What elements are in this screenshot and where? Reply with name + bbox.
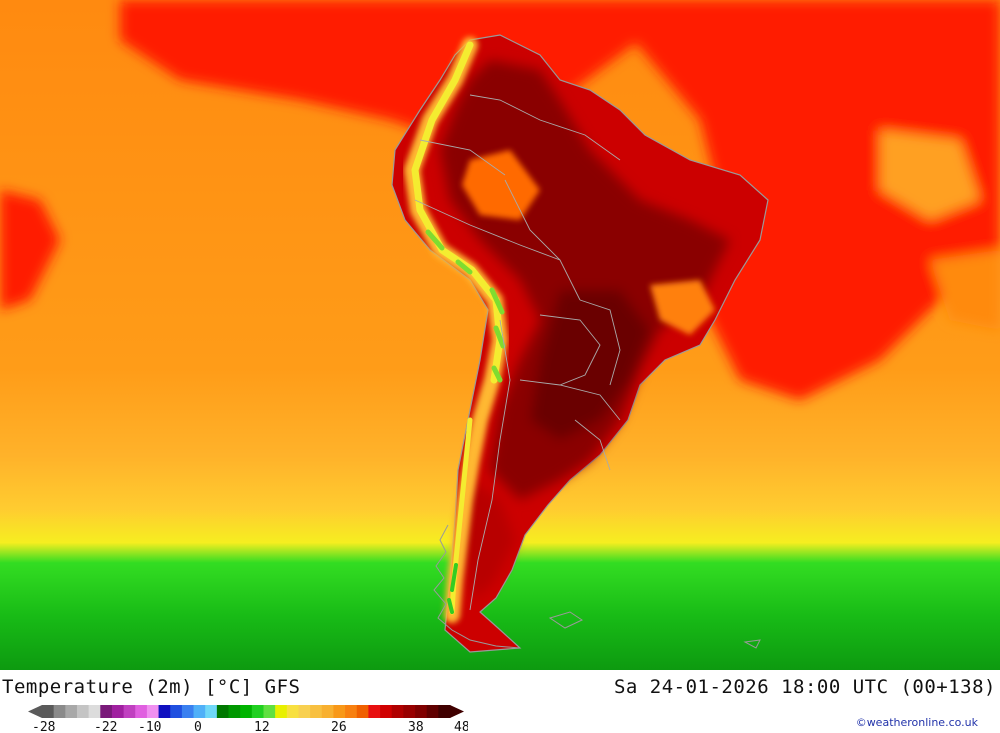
legend-swatch <box>88 705 101 718</box>
legend-ticks: -28 -22 -10 0 12 26 38 48 <box>32 720 468 731</box>
legend-swatches <box>28 705 464 718</box>
legend-swatch <box>403 705 416 718</box>
legend-tick-label: 48 <box>454 720 468 731</box>
legend-swatch <box>76 705 90 718</box>
legend-swatch <box>193 705 206 718</box>
legend-swatch <box>286 705 299 718</box>
copyright-notice: ©weatheronline.co.uk <box>855 716 978 729</box>
map-title: Temperature (2m) [°C] GFS <box>2 676 301 698</box>
legend-swatch <box>333 705 346 718</box>
legend-swatch <box>216 705 229 718</box>
legend-swatch <box>53 705 66 718</box>
legend-swatch <box>158 705 171 718</box>
legend-swatch <box>298 705 311 718</box>
legend-tick-label: -22 <box>94 720 117 731</box>
legend-swatch <box>111 705 124 718</box>
legend-swatch <box>170 705 183 718</box>
legend-swatch <box>275 705 288 718</box>
andes <box>404 37 508 623</box>
legend-swatch <box>368 705 381 718</box>
legend-swatch <box>380 705 393 718</box>
legend-swatch <box>356 705 369 718</box>
legend-tick-label: -10 <box>138 720 161 731</box>
legend-swatch <box>310 705 323 718</box>
legend-swatch <box>228 705 241 718</box>
islands <box>548 611 761 649</box>
legend-tick-label: -28 <box>32 720 55 731</box>
cooler-patches <box>462 150 715 335</box>
legend-swatch <box>438 705 451 718</box>
legend-swatch <box>42 705 55 718</box>
forecast-datetime: Sa 24-01-2026 18:00 UTC (00+138) <box>613 676 996 698</box>
legend-tick-label: 12 <box>254 720 270 731</box>
legend-tick-label: 0 <box>194 720 202 731</box>
legend-arrow-right <box>450 705 464 718</box>
legend-swatch <box>263 705 276 718</box>
country-borders <box>414 94 621 611</box>
legend-arrow-left <box>28 705 42 718</box>
legend-swatch <box>135 705 148 718</box>
patagonia-coast <box>433 524 521 649</box>
legend-swatch <box>251 705 264 718</box>
legend-swatch <box>123 705 136 718</box>
legend-swatch <box>205 705 218 718</box>
color-legend: -28 -22 -10 0 12 26 38 48 <box>28 705 468 731</box>
legend-tick-label: 38 <box>408 720 424 731</box>
legend-swatch <box>426 705 439 718</box>
legend-swatch <box>415 705 428 718</box>
legend-swatch <box>391 705 404 718</box>
legend-tick-label: 26 <box>331 720 347 731</box>
legend-swatch <box>345 705 358 718</box>
legend-swatch <box>321 705 334 718</box>
legend-swatch <box>146 705 159 718</box>
legend-swatch <box>181 705 194 718</box>
legend-swatch <box>100 705 113 718</box>
legend-swatch <box>240 705 253 718</box>
legend-swatch <box>65 705 78 718</box>
temperature-map <box>0 0 1000 670</box>
